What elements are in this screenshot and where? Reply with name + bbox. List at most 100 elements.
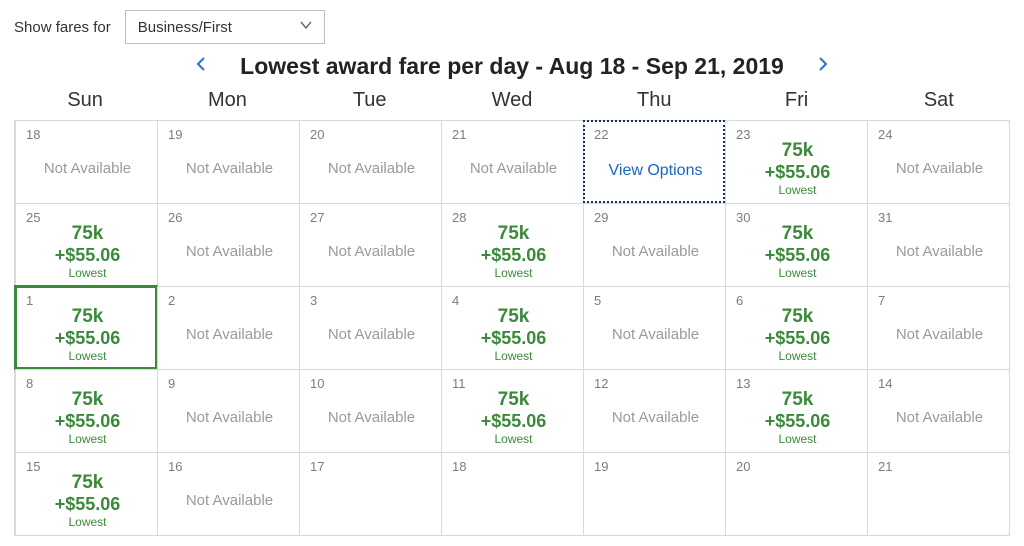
fare-cash: +$55.06 [736, 411, 859, 432]
calendar-cell[interactable]: 1375k+$55.06Lowest [725, 369, 867, 452]
not-available-label: Not Available [594, 326, 717, 343]
lowest-badge: Lowest [452, 433, 575, 447]
fare-display: 75k+$55.06Lowest [26, 223, 149, 280]
lowest-badge: Lowest [452, 350, 575, 364]
fare-display: 75k+$55.06Lowest [736, 223, 859, 280]
calendar-cell: 18 [441, 452, 583, 535]
lowest-badge: Lowest [736, 184, 859, 198]
day-header: Fri [725, 87, 867, 120]
calendar-cell[interactable]: 19 Not Available [157, 120, 299, 203]
calendar-cell[interactable]: 21 Not Available [441, 120, 583, 203]
prev-period-button[interactable] [190, 52, 212, 81]
day-header: Mon [156, 87, 298, 120]
not-available-label: Not Available [310, 160, 433, 177]
not-available-label: Not Available [26, 160, 149, 177]
calendar-cell[interactable]: 2875k+$55.06Lowest [441, 203, 583, 286]
calendar-cell[interactable]: 31Not Available [867, 203, 1009, 286]
fare-class-select[interactable]: Business/First [125, 10, 325, 44]
calendar-cell[interactable]: 24Not Available [867, 120, 1009, 203]
calendar-cell[interactable]: 2375k+$55.06Lowest [725, 120, 867, 203]
fare-cash: +$55.06 [736, 328, 859, 349]
fare-miles: 75k [26, 389, 149, 411]
day-number: 24 [878, 127, 1001, 142]
day-number: 19 [594, 459, 717, 474]
calendar-cell[interactable]: 5 Not Available [583, 286, 725, 369]
not-available-label: Not Available [168, 326, 291, 343]
calendar-cell[interactable]: 26Not Available [157, 203, 299, 286]
day-number: 31 [878, 210, 1001, 225]
day-number: 18 [26, 127, 149, 142]
view-options-link[interactable]: View Options [594, 162, 717, 180]
next-period-button[interactable] [812, 52, 834, 81]
fare-miles: 75k [736, 223, 859, 245]
not-available-label: Not Available [452, 160, 575, 177]
calendar-cell[interactable]: 7Not Available [867, 286, 1009, 369]
lowest-badge: Lowest [736, 433, 859, 447]
calendar-cell[interactable]: 12Not Available [583, 369, 725, 452]
fare-display: 75k+$55.06Lowest [736, 140, 859, 197]
calendar-cell[interactable]: 475k+$55.06Lowest [441, 286, 583, 369]
fare-miles: 75k [26, 472, 149, 494]
calendar-cell[interactable]: 18 Not Available [15, 120, 157, 203]
not-available-label: Not Available [168, 492, 291, 509]
calendar-cell[interactable]: 2 Not Available [157, 286, 299, 369]
day-number: 19 [168, 127, 291, 142]
fare-miles: 75k [452, 223, 575, 245]
fare-cash: +$55.06 [26, 411, 149, 432]
lowest-badge: Lowest [26, 516, 149, 530]
day-number: 5 [594, 293, 717, 308]
fare-miles: 75k [736, 306, 859, 328]
day-number: 2 [168, 293, 291, 308]
calendar-cell[interactable]: 10Not Available [299, 369, 441, 452]
fare-cash: +$55.06 [452, 411, 575, 432]
calendar-cell[interactable]: 3Not Available [299, 286, 441, 369]
day-number: 21 [878, 459, 1001, 474]
calendar-cell[interactable]: 2575k+$55.06Lowest [15, 203, 157, 286]
fare-cash: +$55.06 [26, 494, 149, 515]
lowest-badge: Lowest [26, 433, 149, 447]
calendar-cell[interactable]: 675k+$55.06Lowest [725, 286, 867, 369]
not-available-label: Not Available [168, 409, 291, 426]
fare-display: 75k+$55.06Lowest [26, 306, 149, 363]
not-available-label: Not Available [878, 326, 1001, 343]
fare-miles: 75k [452, 389, 575, 411]
calendar-cell[interactable]: 20Not Available [299, 120, 441, 203]
calendar-cell[interactable]: 29Not Available [583, 203, 725, 286]
day-number: 17 [310, 459, 433, 474]
calendar-cell[interactable]: 875k+$55.06Lowest [15, 369, 157, 452]
day-number: 16 [168, 459, 291, 474]
fare-cash: +$55.06 [26, 328, 149, 349]
fare-class-selected-value: Business/First [138, 19, 232, 36]
fare-display: 75k+$55.06Lowest [452, 389, 575, 446]
day-number: 21 [452, 127, 575, 142]
not-available-label: Not Available [594, 409, 717, 426]
chevron-down-icon [298, 17, 314, 37]
fare-display: 75k+$55.06Lowest [736, 306, 859, 363]
calendar-cell[interactable]: 22View Options [583, 120, 725, 203]
day-number: 14 [878, 376, 1001, 391]
calendar-cell[interactable]: 3075k+$55.06Lowest [725, 203, 867, 286]
calendar-cell[interactable]: 9Not Available [157, 369, 299, 452]
fare-display: 75k+$55.06Lowest [26, 472, 149, 529]
not-available-label: Not Available [168, 160, 291, 177]
fare-miles: 75k [736, 389, 859, 411]
calendar-cell: 20 [725, 452, 867, 535]
calendar-cell[interactable]: 14Not Available [867, 369, 1009, 452]
lowest-badge: Lowest [26, 350, 149, 364]
day-number: 29 [594, 210, 717, 225]
calendar-cell[interactable]: 1575k+$55.06Lowest [15, 452, 157, 535]
day-header: Sat [868, 87, 1010, 120]
calendar-cell[interactable]: 16 Not Available [157, 452, 299, 535]
not-available-label: Not Available [310, 409, 433, 426]
calendar-cell: 17 [299, 452, 441, 535]
day-number: 18 [452, 459, 575, 474]
not-available-label: Not Available [310, 243, 433, 260]
calendar-cell[interactable]: 27 Not Available [299, 203, 441, 286]
fare-display: 75k+$55.06Lowest [26, 389, 149, 446]
fare-miles: 75k [452, 306, 575, 328]
lowest-badge: Lowest [736, 350, 859, 364]
calendar-cell[interactable]: 175k+$55.06Lowest [15, 286, 157, 369]
calendar-cell[interactable]: 1175k+$55.06Lowest [441, 369, 583, 452]
day-number: 27 [310, 210, 433, 225]
fare-display: 75k+$55.06Lowest [736, 389, 859, 446]
